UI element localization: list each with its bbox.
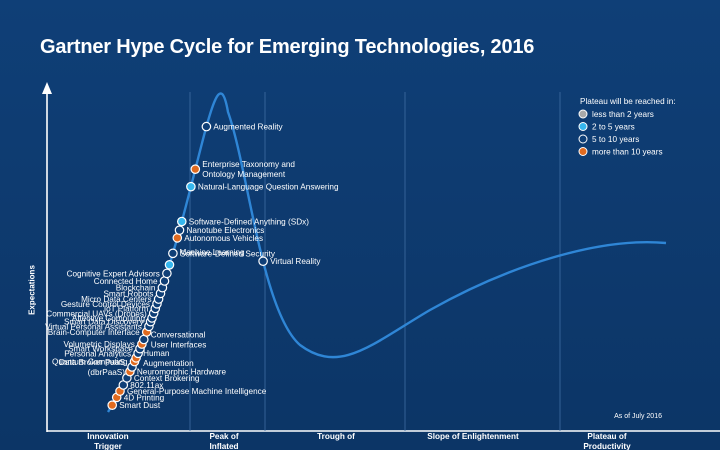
legend-label: 5 to 10 years: [592, 135, 639, 144]
legend-label: less than 2 years: [592, 110, 654, 119]
point-label: Cognitive Expert Advisors: [67, 269, 160, 278]
legend-swatch: [578, 134, 588, 144]
point-label: General-Purpose Machine Intelligence: [127, 387, 267, 396]
data-point: [107, 400, 117, 410]
data-point: [172, 233, 183, 243]
phase-label: Inflated: [209, 442, 238, 450]
point-label: Micro Data Centers: [81, 295, 152, 304]
data-point: [164, 259, 175, 270]
phase-label: Plateau of: [587, 432, 626, 441]
point-label: Ontology Management: [202, 170, 286, 179]
point-label: Human: [143, 349, 170, 358]
phase-label: Slope of Enlightenment: [427, 432, 519, 441]
point-label: Virtual Personal Assistants: [45, 322, 142, 331]
point-label: Brain-Computer Interface: [48, 328, 140, 337]
point-label: Software-Defined Anything (SDx): [189, 218, 309, 227]
phase-label: Productivity: [583, 442, 631, 450]
point-label: Neuromorphic Hardware: [137, 368, 227, 377]
legend-label: 2 to 5 years: [592, 123, 635, 132]
point-label: Virtual Reality: [270, 257, 321, 266]
y-axis-arrow: [42, 82, 52, 94]
data-point: [162, 268, 172, 279]
point-label: Smart Robots: [103, 289, 153, 298]
point-label: Data Broker PaaS: [59, 358, 126, 367]
data-point: [186, 181, 196, 192]
point-label: Nanotube Electronics: [187, 226, 265, 235]
phase-label: Peak of: [209, 432, 238, 441]
point-label: Enterprise Taxonomy and: [202, 160, 295, 169]
point-label: Conversational: [151, 331, 206, 340]
point-label: Autonomous Vehicles: [184, 234, 263, 243]
legend-swatch: [578, 109, 588, 119]
point-label: Personal Analytics: [64, 349, 131, 358]
hype-curve-line: [106, 92, 667, 413]
legend-swatch: [578, 122, 588, 131]
point-label: Blockchain: [116, 284, 156, 293]
point-label: User Interfaces: [151, 341, 207, 350]
point-label: Affective Computing: [72, 314, 146, 323]
point-label: Software-Defined Security: [180, 249, 276, 258]
point-label: 802.11ax: [130, 381, 163, 390]
data-point: [201, 121, 212, 132]
point-label: Smart Data Discovery: [64, 318, 145, 327]
point-label: 4D Printing: [124, 393, 165, 402]
point-label: Augmented Reality: [213, 123, 283, 132]
point-label: Quantum Computing: [52, 358, 128, 367]
data-point: [177, 216, 187, 227]
point-label: Commercial UAVs (Drones): [46, 309, 147, 318]
point-label: Augmentation: [143, 359, 194, 368]
phase-label: Trigger: [94, 442, 123, 450]
legend-title: Plateau will be reached in:: [580, 97, 676, 106]
data-point: [168, 248, 178, 259]
point-label: Gesture Control Devices: [61, 300, 150, 309]
phase-label: Innovation: [87, 432, 128, 441]
point-label: Smart Dust: [119, 401, 161, 410]
point-label: IoT Platform: [104, 305, 149, 314]
data-point: [174, 225, 185, 235]
as-of-note: As of July 2016: [614, 413, 662, 420]
chart-title: Gartner Hype Cycle for Emerging Technolo…: [40, 36, 535, 58]
point-label: (dbrPaaS): [88, 368, 126, 377]
point-label: Volumetric Displays: [63, 340, 134, 349]
data-point: [258, 256, 268, 266]
legend-label: more than 10 years: [592, 148, 663, 157]
legend: Plateau will be reached in: less than 2 y…: [578, 97, 676, 157]
legend-swatch: [578, 147, 588, 156]
data-point: [190, 164, 201, 174]
point-label: Smart Workspace: [68, 345, 133, 354]
point-label: Machine Learning: [180, 248, 246, 257]
point-label: Context Brokering: [134, 374, 200, 383]
phase-label: Trough of: [317, 432, 355, 441]
point-label: Connected Home: [94, 277, 158, 286]
point-label: Natural-Language Question Answering: [198, 183, 339, 192]
